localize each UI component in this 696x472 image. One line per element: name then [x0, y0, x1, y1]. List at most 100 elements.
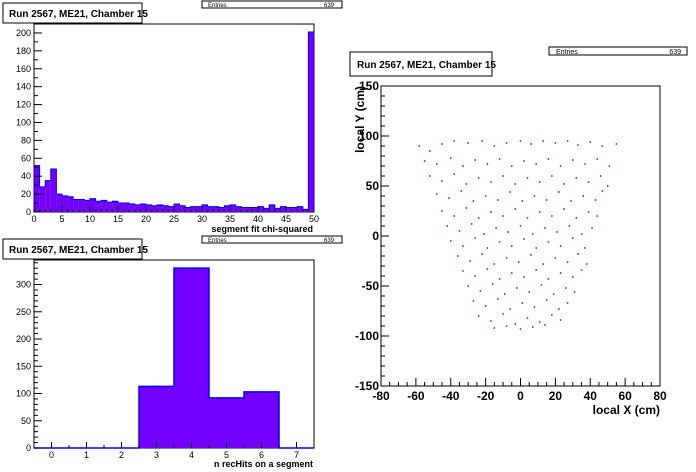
chi2-bar — [308, 32, 314, 212]
scatter-x-tick-label: -80 — [372, 389, 390, 403]
scatter-point — [477, 177, 480, 179]
chi2-bar — [123, 203, 130, 212]
chi2-bar — [90, 198, 96, 212]
chi2-x-tick-label: 5 — [59, 214, 64, 224]
scatter-point — [591, 227, 593, 229]
scatter-frame — [380, 85, 661, 387]
scatter-point — [551, 314, 553, 316]
chi2-bar — [274, 208, 281, 212]
scatter-y-tick-label: -100 — [355, 329, 379, 343]
scatter-point — [429, 175, 431, 177]
nhits-x-tick-label: 5 — [224, 450, 229, 460]
scatter-point — [586, 263, 588, 265]
chi2-x-tick-label: 45 — [281, 214, 291, 224]
chi2-bar — [185, 207, 191, 212]
scatter-x-tick-label: 20 — [549, 389, 563, 403]
chi2-xlabel: segment fit chi-squared — [211, 224, 313, 234]
scatter-point — [519, 328, 522, 330]
chi2-bar — [280, 206, 286, 212]
scatter-point — [547, 241, 550, 243]
nhits-bar — [244, 391, 279, 448]
scatter-y-tick-label: -50 — [362, 279, 380, 293]
scatter-stats-box — [548, 46, 688, 56]
scatter-point — [526, 317, 529, 319]
chi2-axes: 0 5 10 15 20 25 30 35 40 45 50 0 20 40 60 80 100 120 140 16… — [16, 28, 319, 224]
nhits-x-tick-label: 7 — [294, 450, 299, 460]
chi2-bar — [162, 205, 169, 212]
chi2-y-tick-label: 140 — [16, 82, 31, 92]
scatter-point — [490, 320, 492, 322]
scatter-point — [547, 278, 550, 280]
scatter-point — [538, 321, 541, 323]
chi2-x-tick-label: 0 — [31, 214, 36, 224]
chi2-bar — [230, 204, 236, 212]
scatter-stats-value: 639 — [669, 49, 681, 56]
scatter-point — [441, 210, 443, 212]
chi2-bar — [146, 204, 152, 212]
scatter-point — [563, 183, 565, 185]
scatter-point — [497, 199, 499, 201]
nhits-y-tick-label: 50 — [21, 416, 31, 426]
scatter-stats-label: Entries — [556, 49, 578, 56]
scatter-title: Run 2567, ME21, Chamber 15 — [357, 60, 496, 71]
scatter-title-box — [349, 51, 493, 77]
chi2-bar — [140, 203, 146, 212]
scatter-point — [523, 276, 525, 278]
chi2-bar — [269, 204, 275, 212]
chi2-x-tick-label: 35 — [225, 214, 235, 224]
scatter-point — [472, 200, 475, 202]
chi2-bar — [129, 203, 135, 212]
scatter-point — [436, 163, 438, 165]
scatter-point — [504, 293, 506, 295]
scatter-point — [498, 158, 501, 160]
scatter-point — [566, 261, 569, 263]
scatter-point — [582, 195, 585, 197]
chi2-y-tick-label: 200 — [16, 28, 31, 38]
scatter-point — [484, 305, 487, 307]
chi2-bar — [174, 203, 180, 212]
nhits-bars — [34, 267, 314, 449]
scatter-point — [521, 302, 523, 304]
chi2-outline — [33, 31, 315, 212]
scatter-point — [584, 247, 586, 249]
scatter-point — [568, 225, 571, 227]
scatter-point — [565, 287, 567, 289]
chi2-x-tick-label: 50 — [309, 214, 319, 224]
scatter-x-tick-label: -20 — [477, 389, 495, 403]
scatter-point — [490, 211, 492, 213]
scatter-point — [538, 181, 541, 183]
nhits-y-tick-label: 200 — [16, 334, 31, 344]
chi2-bar — [134, 204, 141, 212]
chi2-bar — [112, 201, 118, 212]
nhits-x-tick-label: 4 — [189, 450, 194, 460]
nhits-stats-label: Entries — [208, 238, 227, 244]
scatter-point — [519, 140, 522, 142]
chi2-bar — [263, 208, 270, 212]
scatter-point — [533, 195, 536, 197]
chi2-bar — [297, 206, 303, 212]
chi2-x-tick-label: 20 — [141, 214, 151, 224]
scatter-point — [544, 324, 546, 326]
chi2-bar — [50, 169, 57, 212]
chi2-bar — [252, 207, 258, 212]
scatter-point — [542, 263, 544, 265]
scatter-point — [493, 327, 496, 329]
scatter-point — [566, 140, 569, 142]
scatter-point — [559, 165, 562, 167]
scatter-point — [486, 268, 489, 270]
chi2-bar — [157, 204, 163, 212]
scatter-point — [423, 160, 426, 162]
chi2-title-box — [2, 2, 143, 24]
chi2-bars — [33, 31, 315, 212]
scatter-point — [518, 261, 520, 263]
scatter-point — [477, 217, 480, 219]
scatter-point — [486, 163, 489, 165]
chi2-bar — [101, 200, 107, 212]
scatter-point — [544, 227, 546, 229]
scatter-point — [470, 223, 473, 225]
scatter-point — [570, 200, 572, 202]
scatter-point — [497, 298, 499, 300]
chi2-bar — [196, 206, 202, 212]
nhits-x-tick-label: 1 — [84, 450, 89, 460]
nhits-y-tick-label: 100 — [16, 389, 31, 399]
